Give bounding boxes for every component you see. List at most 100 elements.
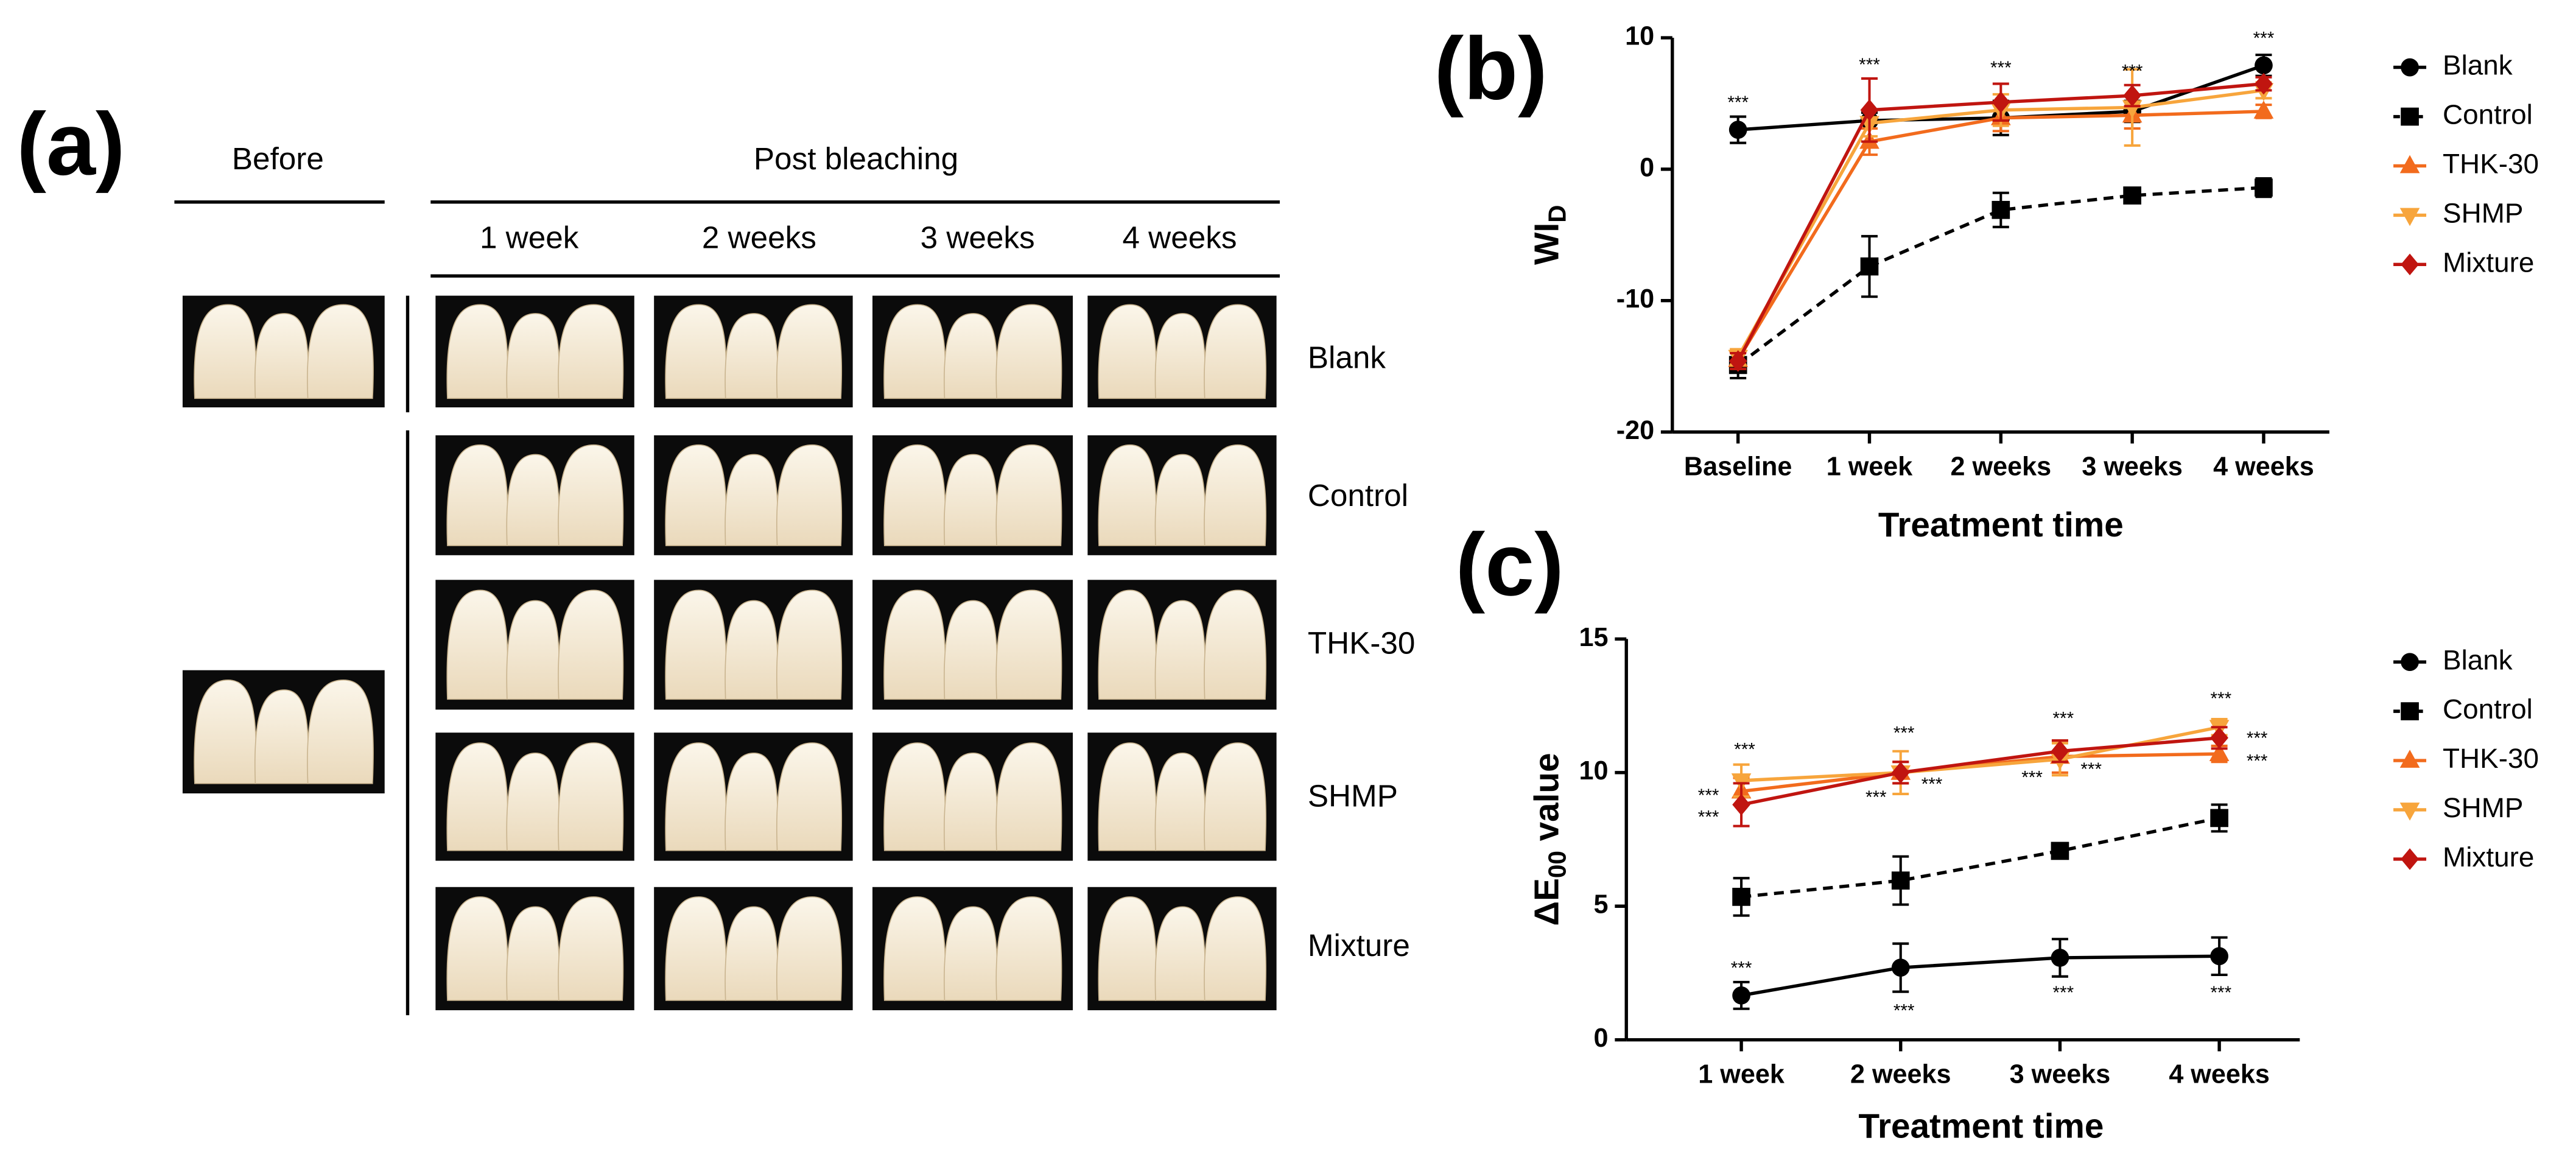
- series-line: [1741, 752, 2220, 793]
- marker: [2051, 842, 2069, 860]
- marker: [1732, 888, 1750, 906]
- marker: [2399, 750, 2420, 768]
- tooth: [776, 444, 843, 546]
- tooth: [995, 444, 1062, 546]
- panel-label: (b): [1434, 19, 1548, 118]
- row-label: Blank: [1308, 340, 1386, 374]
- marker: [2123, 186, 2141, 205]
- week-header: 1 week: [480, 220, 579, 255]
- legend-label: Mixture: [2443, 246, 2534, 278]
- tooth: [995, 896, 1062, 1001]
- significance: ***: [2247, 751, 2268, 771]
- y-label-main: WI: [1528, 223, 1566, 265]
- x-tick-label: 2 weeks: [1850, 1059, 1951, 1089]
- y-axis-label: WID: [1528, 205, 1571, 265]
- tooth: [883, 304, 946, 399]
- legend-label: THK-30: [2443, 742, 2539, 774]
- y-tick-label: 0: [1594, 1024, 1609, 1053]
- marker: [2209, 743, 2230, 761]
- tooth: [776, 304, 843, 399]
- week-header: 3 weeks: [921, 220, 1035, 255]
- tooth: [995, 589, 1062, 700]
- tooth: [776, 589, 843, 700]
- post-header: Post bleaching: [754, 141, 958, 176]
- tooth: [558, 896, 624, 1001]
- tooth: [307, 304, 374, 399]
- series-line: [1736, 110, 2264, 361]
- significance: ***: [1731, 958, 1752, 979]
- tooth: [665, 304, 727, 399]
- tooth: [995, 304, 1062, 399]
- tooth: [1204, 589, 1266, 700]
- significance: ***: [2247, 728, 2268, 748]
- row-label: Control: [1308, 478, 1408, 513]
- y-tick-label: -10: [1616, 284, 1654, 314]
- series-line: [1741, 736, 2220, 807]
- significance: ***: [1921, 774, 1943, 794]
- tooth: [1204, 444, 1266, 546]
- y-label-sub: D: [1543, 205, 1571, 223]
- row-label: SHMP: [1308, 779, 1398, 813]
- y-label-sub: 00: [1543, 851, 1571, 878]
- significance: ***: [1698, 807, 1719, 827]
- tooth: [558, 444, 624, 546]
- significance: ***: [1859, 55, 1880, 75]
- significance: ***: [2211, 983, 2232, 1003]
- marker: [2255, 178, 2273, 197]
- marker: [2399, 803, 2420, 821]
- significance: ***: [2211, 689, 2232, 709]
- tooth: [1204, 896, 1266, 1001]
- x-tick-label: 4 weeks: [2169, 1059, 2270, 1089]
- tooth: [558, 589, 624, 700]
- x-axis-label: Treatment time: [1878, 506, 2124, 544]
- x-tick-label: 1 week: [1698, 1059, 1785, 1089]
- significance: ***: [2021, 768, 2043, 788]
- marker: [1992, 91, 2010, 113]
- marker: [2255, 72, 2273, 95]
- marker: [1732, 793, 1750, 816]
- tooth: [1204, 304, 1266, 399]
- significance: ***: [1865, 787, 1887, 807]
- marker: [1891, 762, 1910, 784]
- x-axis-label: Treatment time: [1858, 1107, 2104, 1145]
- series-line: [1737, 186, 2264, 367]
- y-tick-label: 5: [1594, 890, 1609, 919]
- legend-label: SHMP: [2443, 197, 2524, 229]
- marker: [2401, 653, 2419, 672]
- y-tick-label: 15: [1579, 623, 1609, 652]
- x-tick-label: 4 weeks: [2213, 452, 2314, 481]
- significance: ***: [2053, 983, 2074, 1003]
- marker: [2253, 100, 2274, 119]
- legend-label: THK-30: [2443, 148, 2539, 180]
- y-tick-label: 0: [1640, 153, 1654, 182]
- marker: [2401, 107, 2419, 126]
- y-label-main: ΔE: [1528, 878, 1566, 926]
- marker: [1860, 99, 1879, 121]
- marker: [1732, 986, 1750, 1005]
- marker: [1728, 350, 1747, 372]
- marker: [2401, 253, 2419, 276]
- marker: [1992, 200, 2010, 219]
- y-tick-label: -20: [1616, 416, 1654, 445]
- marker: [2255, 56, 2273, 75]
- significance: ***: [2080, 759, 2102, 779]
- significance: ***: [1893, 723, 1915, 743]
- tooth: [995, 742, 1062, 851]
- legend-label: Blank: [2443, 644, 2513, 675]
- legend-label: SHMP: [2443, 792, 2524, 823]
- marker: [2401, 702, 2419, 720]
- series-line: [1741, 816, 2220, 899]
- marker: [2401, 58, 2419, 77]
- marker: [1891, 958, 1910, 977]
- tooth: [1204, 742, 1266, 851]
- significance: ***: [2253, 29, 2275, 49]
- marker: [2401, 848, 2419, 870]
- row-label: Mixture: [1308, 928, 1410, 963]
- marker: [1891, 871, 1910, 890]
- legend-label: Mixture: [2443, 841, 2534, 873]
- marker: [2051, 740, 2069, 762]
- marker: [2399, 208, 2420, 227]
- legend-label: Blank: [2443, 49, 2513, 81]
- significance: ***: [1734, 740, 1755, 760]
- significance: ***: [2053, 708, 2074, 728]
